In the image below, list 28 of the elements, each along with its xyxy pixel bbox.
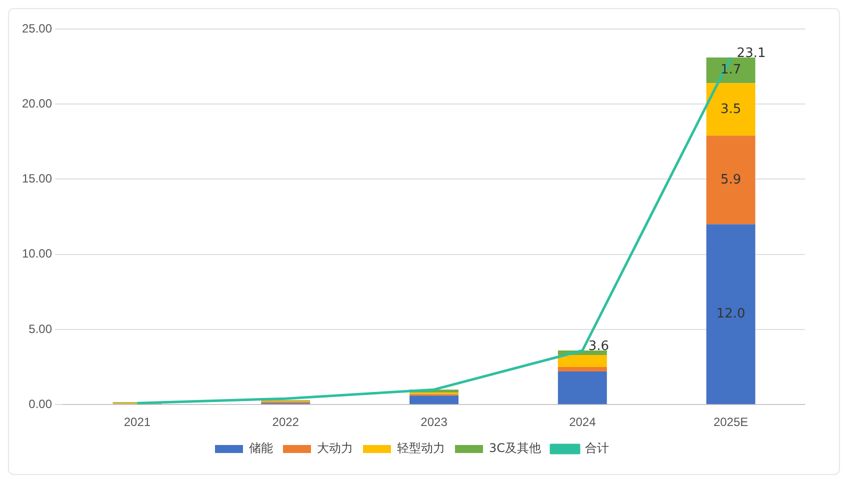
legend-label: 轻型动力 [396,441,445,456]
bar [706,136,756,224]
legend-label: 大动力 [316,441,353,456]
bar [410,396,458,404]
data-label: 12.0 [716,306,746,322]
x-tick-label: 2025E [713,415,748,430]
x-tick-label: 2021 [124,415,151,430]
bar [558,355,607,368]
data-label: 3.6 [588,338,610,354]
y-tick-label: 25.00 [22,21,52,36]
legend-label: 储能 [248,441,273,456]
bar [558,372,607,404]
data-label: 23.1 [736,46,766,61]
bar [706,224,756,404]
y-tick-label: 15.00 [22,172,52,186]
bar [706,83,756,136]
legend-label: 3C及其他 [488,441,542,456]
x-tick-label: 2024 [569,415,596,430]
y-tick-label: 20.00 [22,96,52,110]
bar [558,367,607,372]
data-label: 3.5 [720,102,742,117]
data-label: 5.9 [720,172,742,188]
y-tick-label: 5.00 [28,322,52,336]
legend-label: 合计 [585,441,610,456]
x-tick-label: 2022 [272,415,300,430]
y-tick-label: 0.00 [28,396,52,411]
x-tick-label: 2023 [420,415,448,430]
y-tick-label: 10.00 [22,246,52,261]
